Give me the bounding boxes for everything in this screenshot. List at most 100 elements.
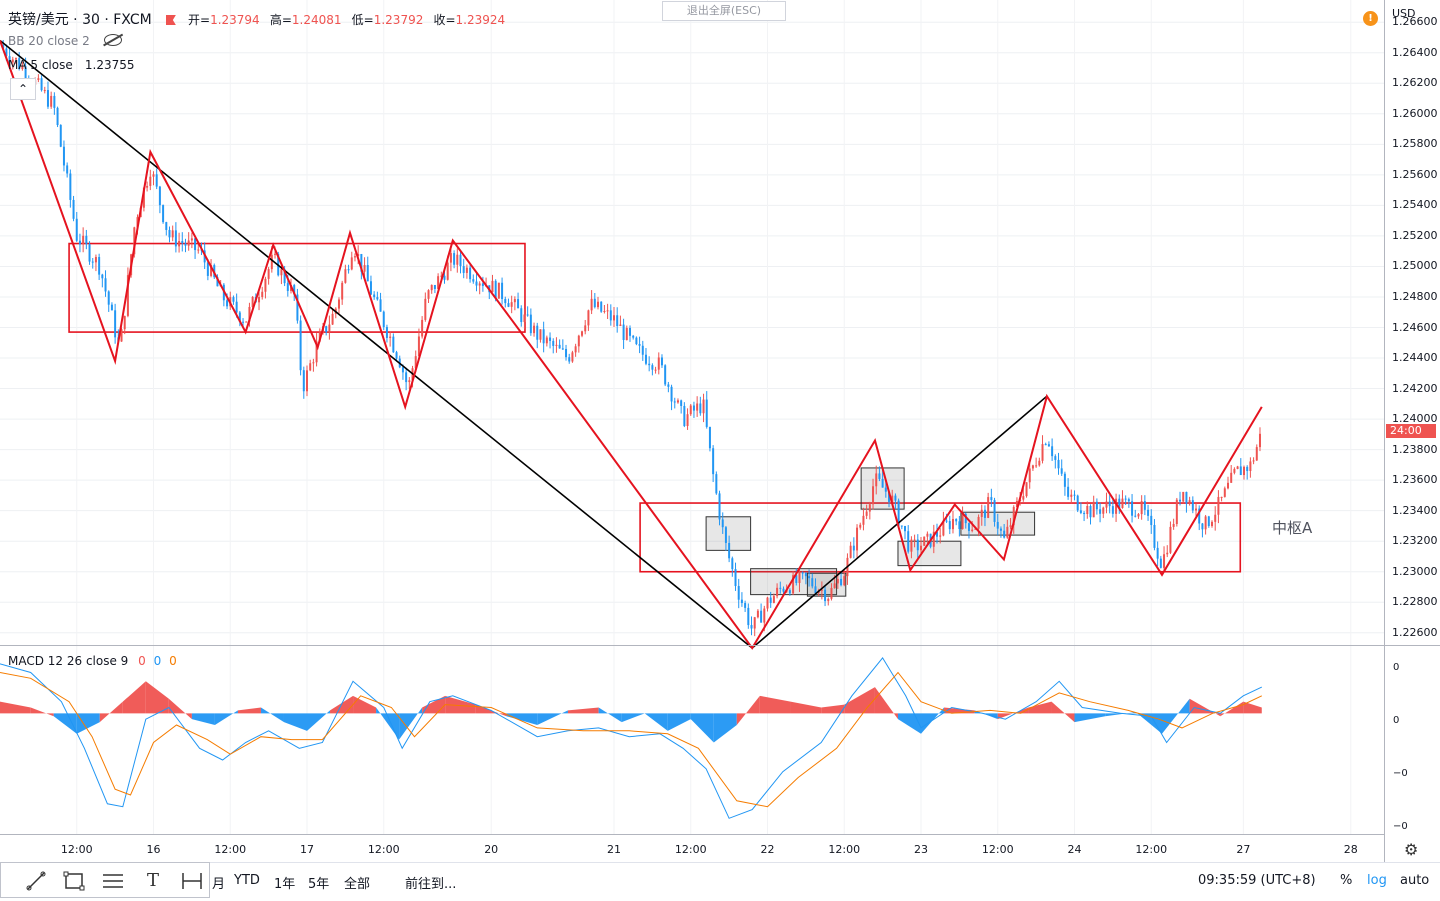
auto-toggle[interactable]: auto — [1400, 873, 1430, 888]
candle-body — [932, 531, 935, 547]
trend-lines — [0, 39, 1048, 649]
candle-body — [91, 261, 94, 263]
candle-body — [958, 521, 961, 530]
macd-label[interactable]: MACD 12 26 close 9 — [8, 654, 129, 668]
candle-body — [951, 518, 954, 530]
chart-grid — [0, 0, 1384, 834]
candle-body — [414, 356, 417, 369]
candle-body — [993, 500, 996, 522]
candle-body — [779, 587, 782, 589]
eye-hidden-icon[interactable] — [103, 34, 122, 46]
candle-body — [312, 362, 315, 364]
macd-histogram-segment — [1135, 712, 1162, 734]
ma-indicator-label[interactable]: MA 5 close — [8, 58, 73, 72]
candle-body — [75, 218, 78, 241]
parallel-lines-icon[interactable] — [102, 870, 124, 892]
candle-body — [465, 267, 468, 273]
range-1y[interactable]: 1年 — [274, 877, 296, 892]
candle-body — [1102, 507, 1105, 514]
candle-body — [456, 254, 459, 265]
candle-body — [510, 302, 513, 307]
macd-histogram-segment — [537, 710, 568, 725]
candle-body — [1108, 501, 1111, 507]
candle-body — [1147, 509, 1150, 516]
candle-body — [820, 589, 823, 591]
candle-body — [85, 235, 88, 245]
countdown-tag: 24:00 — [1386, 423, 1436, 438]
candle-body — [1111, 506, 1114, 514]
clock-readout[interactable]: 09:35:59 (UTC+8) — [1198, 873, 1316, 888]
candle-body — [88, 244, 91, 262]
candle-body — [120, 329, 123, 342]
candle-body — [792, 575, 795, 594]
price-tick-label: 1.25200 — [1392, 228, 1438, 242]
range-month[interactable]: 月 — [212, 877, 226, 892]
candle-body — [226, 300, 229, 307]
candle-body — [1134, 515, 1137, 517]
flag-icon — [165, 15, 176, 25]
candle-body — [971, 529, 974, 531]
candle-body — [811, 578, 814, 587]
time-tick-label: 12:00 — [60, 843, 93, 856]
bb-indicator-label[interactable]: BB 20 close 2 — [8, 34, 90, 48]
percent-toggle[interactable]: % — [1340, 873, 1353, 888]
candle-body — [724, 527, 727, 543]
price-tick-label: 1.26600 — [1392, 15, 1438, 29]
candle-body — [670, 386, 673, 402]
candle-body — [50, 95, 53, 107]
time-tick-label: 27 — [1236, 843, 1251, 856]
candle-body — [306, 370, 308, 392]
candle-body — [552, 340, 555, 346]
text-icon[interactable]: T — [146, 870, 159, 891]
candle-body — [178, 241, 181, 247]
range-5y[interactable]: 5年 — [308, 877, 330, 892]
candle-body — [1143, 501, 1146, 510]
macd-histogram-segment — [307, 710, 331, 731]
candle-body — [616, 315, 619, 327]
candle-body — [1214, 514, 1217, 522]
gear-icon[interactable]: ⚙ — [1404, 840, 1419, 859]
bb-legend[interactable]: BB 20 close 2 — [8, 34, 122, 49]
candle-body — [1063, 473, 1066, 487]
trend-line-icon[interactable] — [25, 870, 47, 892]
candle-body — [1070, 494, 1073, 497]
ma-legend[interactable]: MA 5 close 1.23755 — [8, 58, 135, 73]
price-tick-label: 1.24000 — [1392, 412, 1438, 426]
candle-body — [731, 558, 734, 570]
macd-histogram-segment — [214, 710, 238, 725]
pivot-zone-box — [639, 502, 1242, 573]
candle-body — [523, 314, 526, 323]
log-toggle[interactable]: log — [1367, 873, 1387, 888]
zigzag-lines — [0, 40, 1263, 650]
candle-body — [1159, 558, 1162, 568]
macd-histogram-segment — [1243, 701, 1262, 714]
time-tick-label: 21 — [607, 843, 621, 856]
price-tick-label: 1.24400 — [1392, 351, 1438, 365]
price-tick-label: 1.25400 — [1392, 198, 1438, 212]
candle-body — [133, 227, 136, 255]
candle-body — [405, 372, 408, 383]
currency-label[interactable]: USD — [1392, 7, 1416, 20]
candle-body — [654, 369, 657, 371]
goto-date-button[interactable]: 前往到... — [405, 877, 457, 892]
range-all[interactable]: 全部 — [344, 877, 371, 892]
candle-body — [373, 294, 376, 298]
macd-histogram-segment — [506, 713, 538, 725]
rectangle-icon[interactable] — [63, 870, 85, 892]
measure-icon[interactable] — [181, 870, 203, 892]
macd-histogram-segment — [376, 707, 400, 740]
range-ytd[interactable]: YTD — [234, 873, 260, 888]
candle-body — [808, 576, 811, 579]
candle-body — [264, 278, 267, 292]
collapse-legend-button[interactable]: ⌃ — [10, 78, 36, 100]
warning-icon[interactable]: ! — [1363, 11, 1378, 26]
candle-body — [21, 66, 24, 70]
time-tick-label: 16 — [146, 843, 161, 856]
symbol-title[interactable]: 英镑/美元 · 30 · FXCM — [8, 12, 152, 28]
macd-legend[interactable]: MACD 12 26 close 9 0 0 0 — [8, 654, 177, 668]
candle-body — [504, 299, 507, 304]
candle-body — [673, 401, 676, 403]
candle-body — [1035, 465, 1038, 467]
exit-fullscreen-button[interactable]: 退出全屏(ESC) — [662, 1, 786, 21]
